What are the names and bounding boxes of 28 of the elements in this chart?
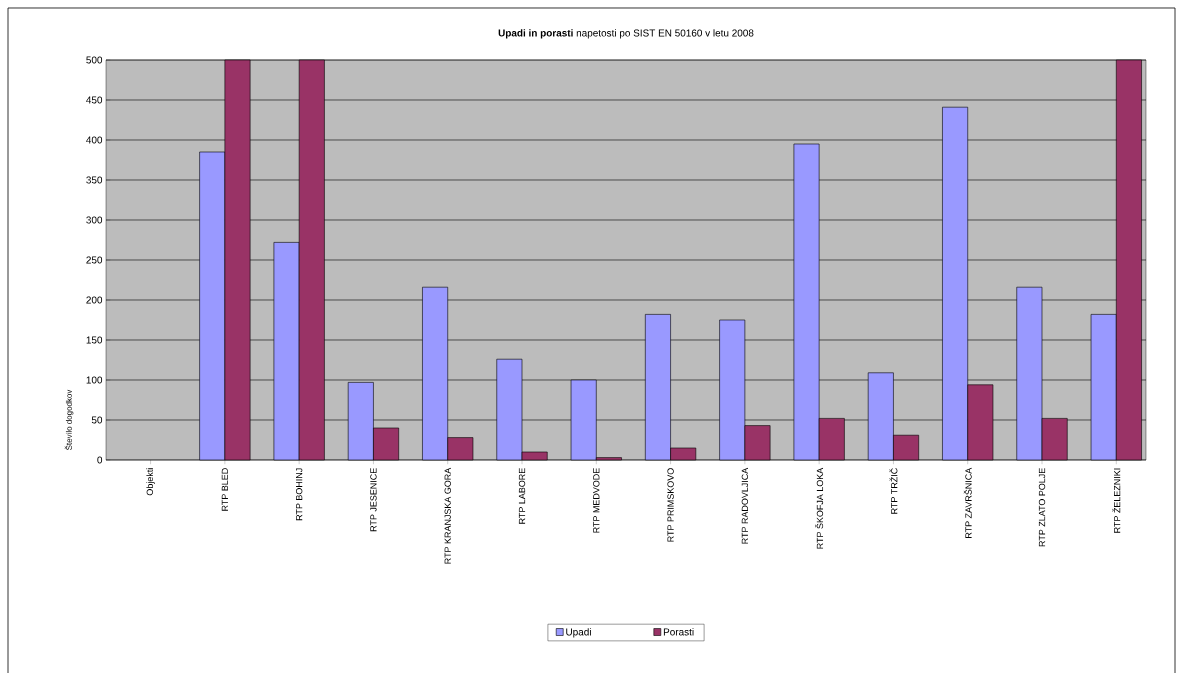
x-tick-label: RTP JESENICE [370, 468, 377, 532]
x-tick-label: RTP RADOVLJICA [741, 467, 749, 544]
x-tick-label: RTP KRANJSKA GORA [444, 467, 451, 564]
x-tick-label: Objekti [146, 468, 155, 496]
legend-label: Porasti [663, 628, 694, 636]
x-tick-label: RTP BOHINJ [295, 468, 303, 521]
y-tick-label: 50 [91, 416, 103, 424]
x-tick-label: RTP ŽELEZNIKI [1112, 468, 1121, 533]
y-tick-label: 500 [86, 56, 103, 64]
legend-label: Upadi [566, 628, 591, 638]
y-tick-label: 300 [86, 216, 103, 224]
y-tick-label: 450 [86, 96, 103, 104]
x-tick-label: RTP BLED [221, 468, 228, 511]
y-tick-label: 350 [86, 176, 103, 184]
chart-title: Upadi in porasti napetosti po SIST EN 50160 v letu 2008 [498, 29, 754, 39]
y-tick-label: 150 [86, 336, 103, 344]
x-tick-label: RTP ŠKOFJA LOKA [815, 467, 824, 549]
y-tick-label: 0 [97, 456, 103, 464]
y-tick-label: 250 [86, 256, 103, 264]
x-tick-label: RTP MEDVODE [593, 468, 600, 533]
x-tick-label: RTP ZLATO POLJE [1038, 468, 1046, 547]
y-tick-label: 200 [86, 296, 103, 304]
x-tick-label: RTP TRŽIČ [889, 468, 898, 514]
x-tick-label: RTP ZAVRŠNICA [963, 467, 972, 538]
y-tick-label: 100 [86, 376, 103, 384]
x-tick-label: RTP PRIMSKOVO [667, 468, 674, 542]
y-tick-label: 400 [86, 136, 103, 144]
x-tick-label: RTP LABORE [518, 468, 526, 524]
